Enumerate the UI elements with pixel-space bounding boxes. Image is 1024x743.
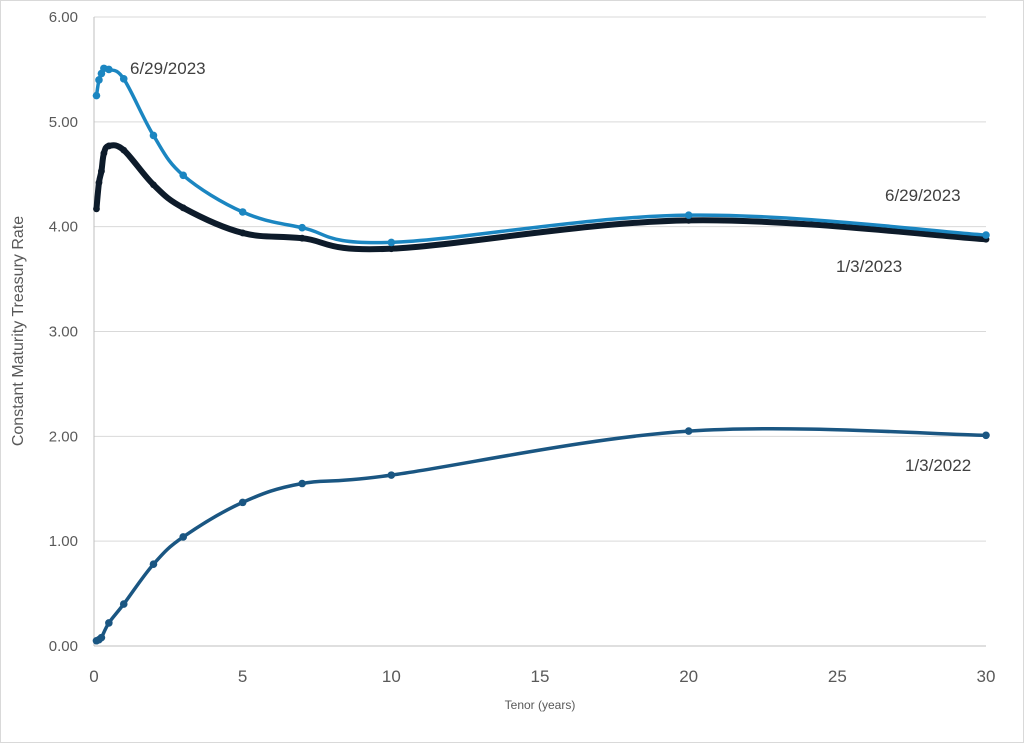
data-point [298,223,306,232]
x-tick-labels: 0 5 10 15 20 25 30 [89,667,995,686]
data-point [982,431,990,440]
y-tick-label: 0.00 [49,638,78,655]
x-tick-label: 10 [382,667,401,686]
data-point [100,149,108,157]
data-point [95,76,103,84]
x-tick-label: 5 [238,667,247,686]
annotation-6-29-2023-peak: 6/29/2023 [130,59,206,78]
x-axis-title: Tenor (years) [505,698,576,712]
data-point [387,245,395,253]
series-line-1-3-2023 [93,142,989,253]
data-point [685,216,693,224]
data-point [95,179,103,187]
y-tick-label: 3.00 [49,324,78,341]
data-point [150,181,157,189]
y-axis-title: Constant Maturity Treasury Rate [10,216,27,446]
y-tick-label: 6.00 [49,9,78,26]
y-tick-labels: 0.00 1.00 2.00 3.00 4.00 5.00 6.00 [49,9,78,655]
series-1-3-2023 [93,142,990,253]
data-point [387,471,396,479]
x-tick-label: 30 [977,667,996,686]
x-tick-label: 0 [89,667,98,686]
data-point [387,238,396,247]
series-6-29-2023 [92,64,990,247]
data-point [119,600,128,608]
data-point [179,171,187,180]
data-point [98,167,105,175]
data-point [97,633,106,642]
data-point [92,91,101,100]
data-point [105,142,113,150]
data-point [179,204,187,212]
gridlines [94,16,986,542]
data-point [684,427,693,435]
annotation-1-3-2023-end: 1/3/2023 [836,257,902,276]
data-point [239,229,247,237]
annotation-1-3-2022-end: 1/3/2022 [905,456,971,475]
data-point [105,619,113,627]
x-tick-label: 20 [679,667,698,686]
y-tick-label: 4.00 [49,219,78,236]
x-tick-label: 25 [828,667,847,686]
axes [93,17,986,647]
annotation-6-29-2023-end: 6/29/2023 [885,186,961,205]
series-annotations: 6/29/2023 6/29/2023 1/3/2023 1/3/2022 [130,59,971,475]
y-tick-label: 1.00 [49,533,78,550]
data-point [238,208,247,216]
data-point [120,146,128,154]
data-point [298,234,306,242]
series-1-3-2022 [92,426,990,645]
data-point [982,231,990,239]
data-point [298,479,306,488]
y-tick-label: 2.00 [49,428,78,445]
data-point [179,533,187,541]
data-point [238,498,247,507]
data-point [119,75,128,83]
data-point [149,131,158,140]
data-point [105,65,113,74]
data-point [93,205,100,213]
y-tick-label: 5.00 [49,114,78,131]
data-point [149,560,158,569]
x-tick-label: 15 [531,667,550,686]
data-point [684,211,693,219]
series-lines [92,64,990,645]
